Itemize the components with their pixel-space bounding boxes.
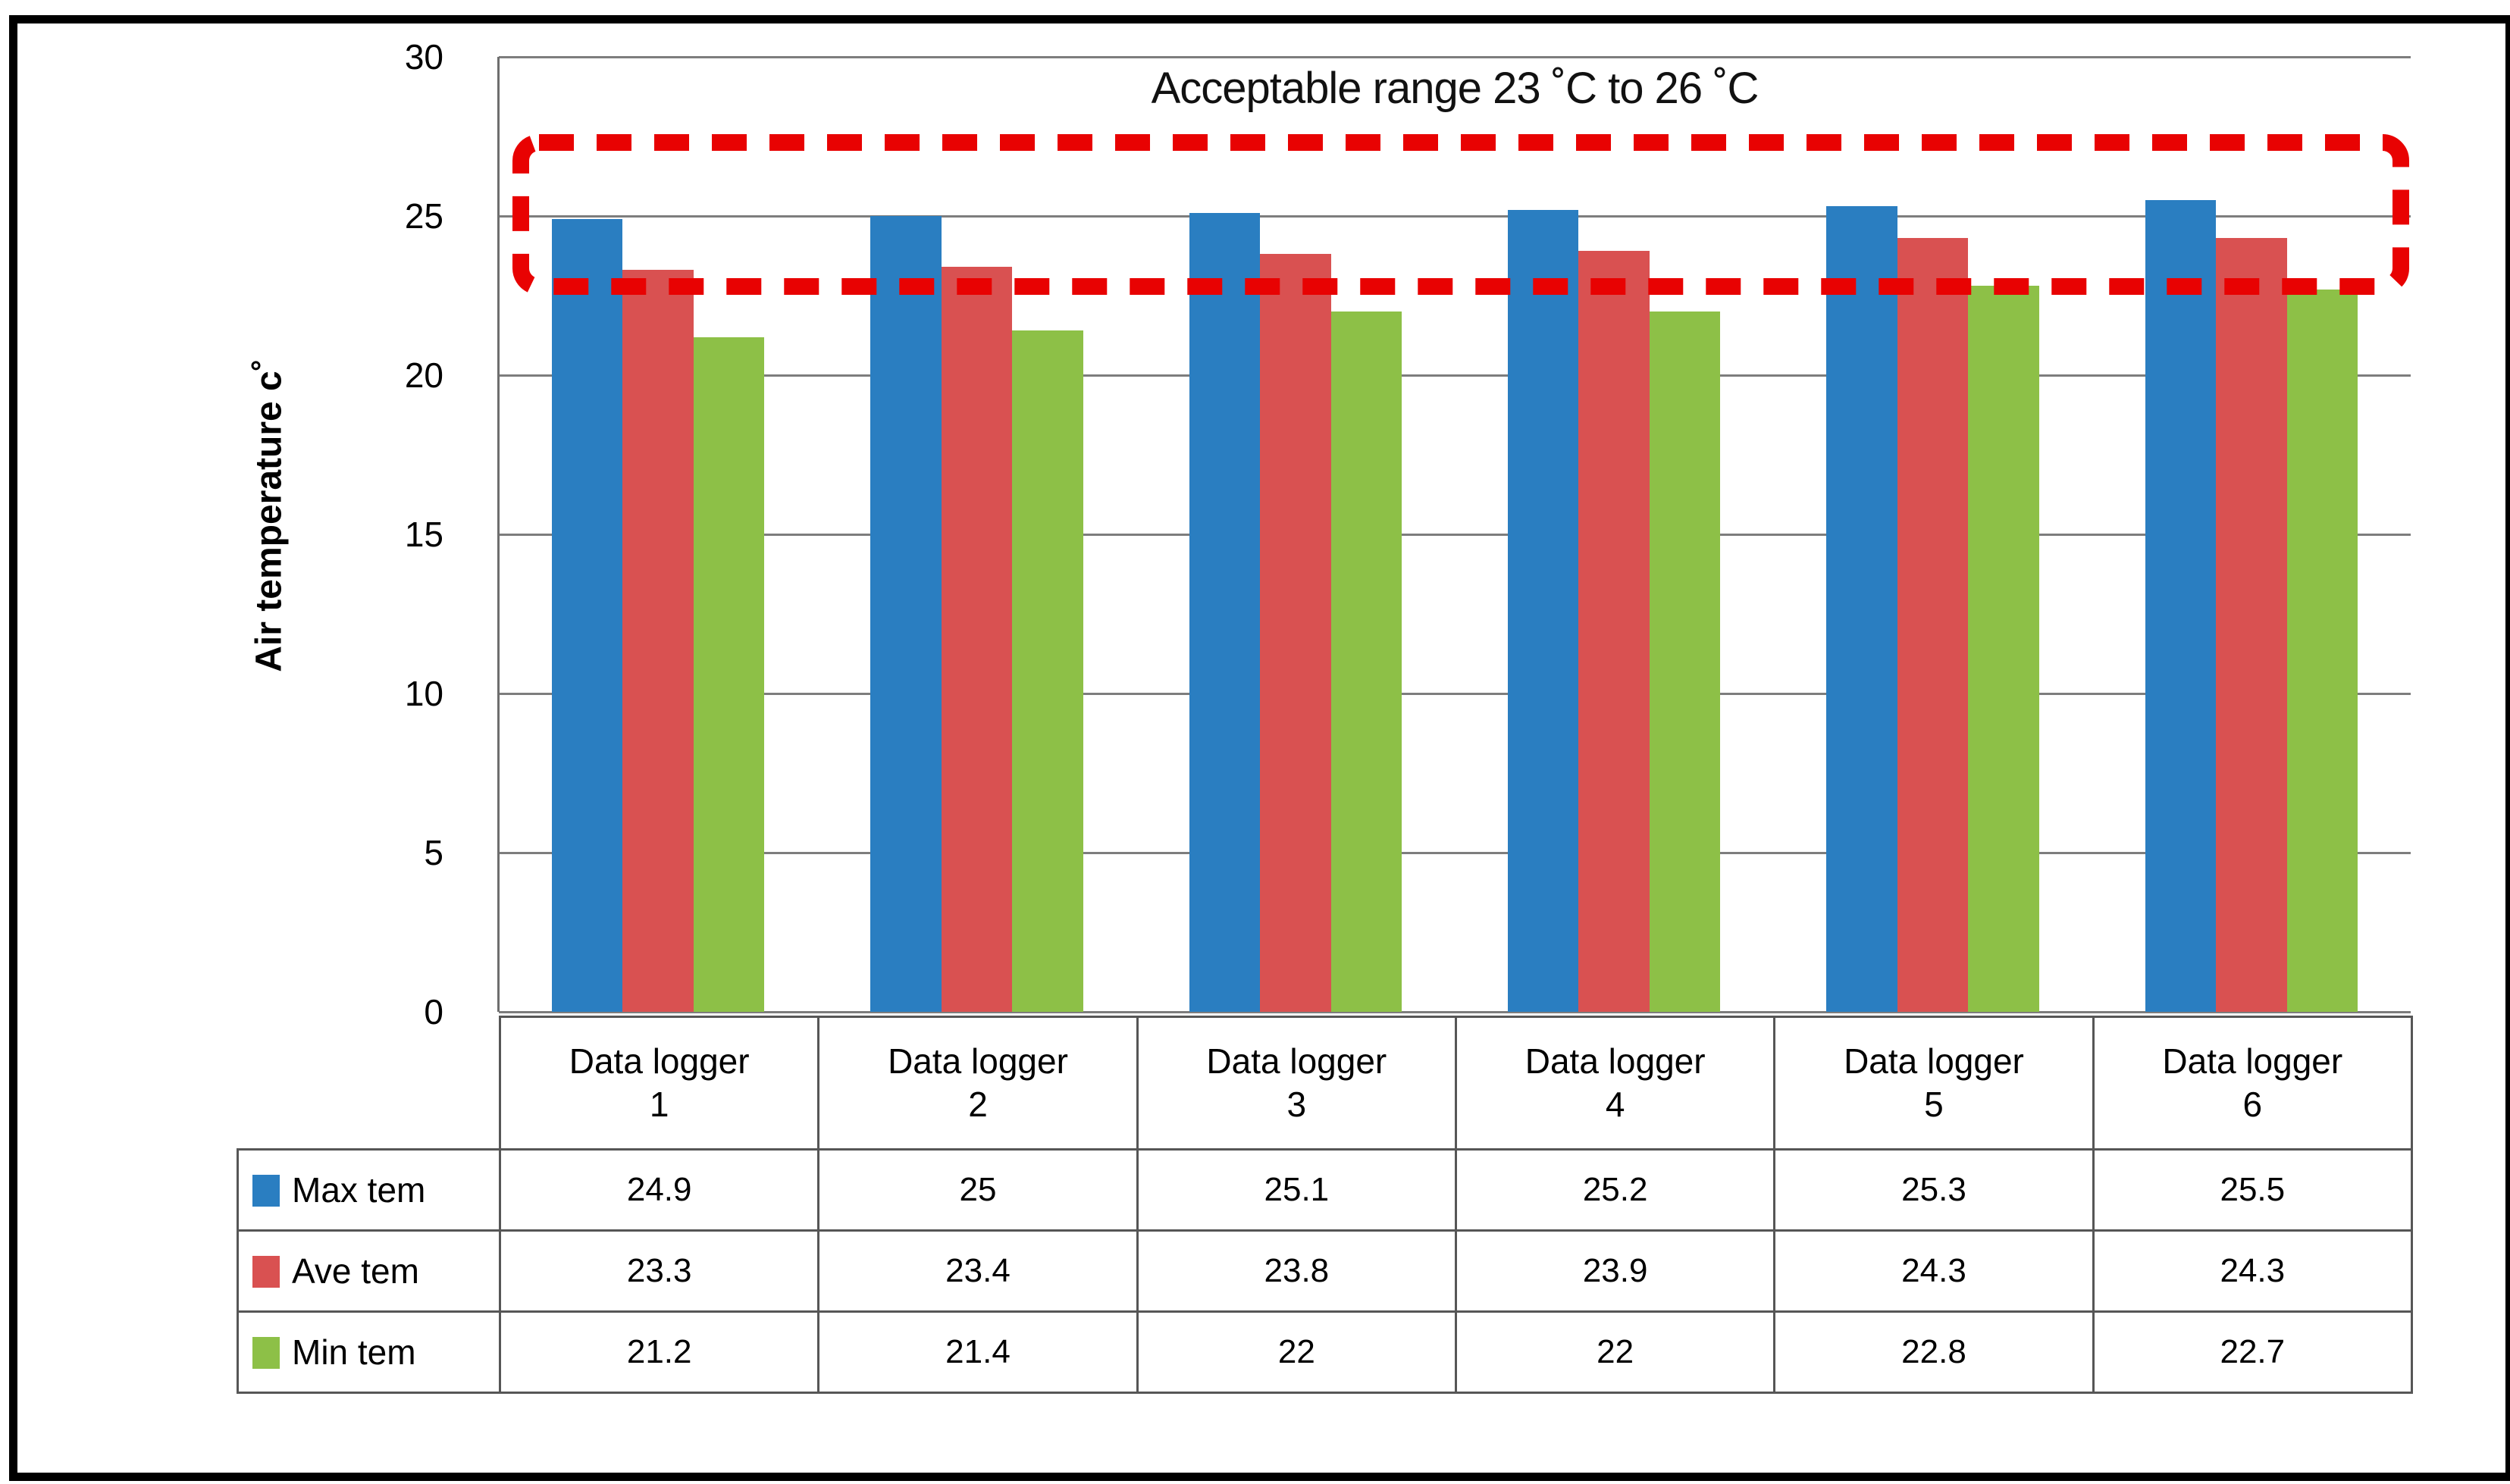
bar-min-tem-4 bbox=[1649, 312, 1721, 1012]
value-cell: 25.3 bbox=[1773, 1148, 2095, 1232]
value-cell: 23.9 bbox=[1454, 1229, 1776, 1313]
table-corner-empty bbox=[238, 1017, 500, 1150]
y-tick-label: 25 bbox=[404, 196, 443, 236]
bar-min-tem-3 bbox=[1330, 312, 1402, 1012]
bar-ave-tem-5 bbox=[1897, 238, 1969, 1012]
y-tick-label: 30 bbox=[404, 37, 443, 77]
value-cell: 21.4 bbox=[817, 1310, 1139, 1394]
category-label: Data logger 6 bbox=[2092, 1016, 2413, 1151]
category-label: Data logger 2 bbox=[817, 1016, 1139, 1151]
value-cell: 25.1 bbox=[1136, 1148, 1457, 1232]
value-cell: 25.2 bbox=[1454, 1148, 1776, 1232]
bar-ave-tem-1 bbox=[622, 270, 694, 1012]
table-row-min-tem: Min tem 21.2 21.4 22 22 22.8 22.7 bbox=[237, 1310, 2413, 1394]
gridline bbox=[499, 1011, 2411, 1013]
y-axis-line bbox=[497, 57, 500, 1012]
y-tick-label: 0 bbox=[424, 992, 443, 1032]
value-cell: 24.3 bbox=[1773, 1229, 2095, 1313]
table-row-max-tem: Max tem 24.9 25 25.1 25.2 25.3 25.5 bbox=[237, 1148, 2413, 1232]
chart-title: Acceptable range 23 ˚C to 26 ˚C bbox=[1151, 64, 1760, 113]
legend-cell: Min tem bbox=[237, 1310, 501, 1394]
value-cell: 25.5 bbox=[2092, 1148, 2413, 1232]
bar-ave-tem-4 bbox=[1578, 251, 1650, 1012]
value-cell: 24.3 bbox=[2092, 1229, 2413, 1313]
bar-min-tem-2 bbox=[1012, 330, 1083, 1012]
legend-label: Ave tem bbox=[292, 1251, 419, 1291]
y-tick-label: 20 bbox=[404, 355, 443, 395]
gridline bbox=[499, 534, 2411, 536]
bar-max-tem-4 bbox=[1508, 209, 1579, 1012]
y-tick-label: 5 bbox=[424, 833, 443, 872]
value-cell: 21.2 bbox=[498, 1310, 820, 1394]
bar-min-tem-1 bbox=[693, 337, 765, 1012]
y-axis-title: Air temperature c˚ bbox=[249, 358, 290, 672]
bar-max-tem-3 bbox=[1189, 212, 1261, 1012]
y-tick-label: 10 bbox=[404, 674, 443, 713]
value-cell: 23.3 bbox=[498, 1229, 820, 1313]
gridline bbox=[499, 215, 2411, 218]
category-label: Data logger 3 bbox=[1136, 1016, 1457, 1151]
legend-label: Min tem bbox=[292, 1332, 416, 1372]
legend-cell: Max tem bbox=[237, 1148, 501, 1232]
legend-swatch-icon bbox=[252, 1337, 280, 1369]
value-cell: 22.7 bbox=[2092, 1310, 2413, 1394]
gridline bbox=[499, 374, 2411, 377]
value-cell: 23.8 bbox=[1136, 1229, 1457, 1313]
value-cell: 22 bbox=[1136, 1310, 1457, 1394]
acceptable-range-box bbox=[512, 134, 2409, 295]
value-cell: 23.4 bbox=[817, 1229, 1139, 1313]
legend-cell: Ave tem bbox=[237, 1229, 501, 1313]
legend-swatch-icon bbox=[252, 1256, 280, 1288]
category-label: Data logger 1 bbox=[498, 1016, 820, 1151]
gridline bbox=[499, 693, 2411, 695]
gridline bbox=[499, 56, 2411, 58]
category-label: Data logger 4 bbox=[1454, 1016, 1776, 1151]
bar-ave-tem-2 bbox=[941, 267, 1013, 1012]
legend-label: Max tem bbox=[292, 1170, 426, 1210]
legend-swatch-icon bbox=[252, 1175, 280, 1207]
bar-max-tem-2 bbox=[870, 216, 942, 1012]
category-label: Data logger 5 bbox=[1773, 1016, 2095, 1151]
value-cell: 22 bbox=[1454, 1310, 1776, 1394]
bar-max-tem-5 bbox=[1826, 206, 1897, 1012]
value-cell: 22.8 bbox=[1773, 1310, 2095, 1394]
bar-max-tem-6 bbox=[2145, 200, 2217, 1012]
bar-max-tem-1 bbox=[552, 219, 623, 1012]
y-tick-label: 15 bbox=[404, 515, 443, 554]
bar-min-tem-5 bbox=[1968, 286, 2039, 1012]
bar-ave-tem-6 bbox=[2216, 238, 2287, 1012]
table-row-ave-tem: Ave tem 23.3 23.4 23.8 23.9 24.3 24.3 bbox=[237, 1229, 2413, 1313]
value-cell: 24.9 bbox=[498, 1148, 820, 1232]
gridline bbox=[499, 852, 2411, 854]
value-cell: 25 bbox=[817, 1148, 1139, 1232]
bar-min-tem-6 bbox=[2286, 289, 2358, 1012]
bar-ave-tem-3 bbox=[1260, 254, 1331, 1012]
plot-area: Acceptable range 23 ˚C to 26 ˚C bbox=[497, 56, 2411, 1013]
figure-border bbox=[9, 15, 2510, 1481]
